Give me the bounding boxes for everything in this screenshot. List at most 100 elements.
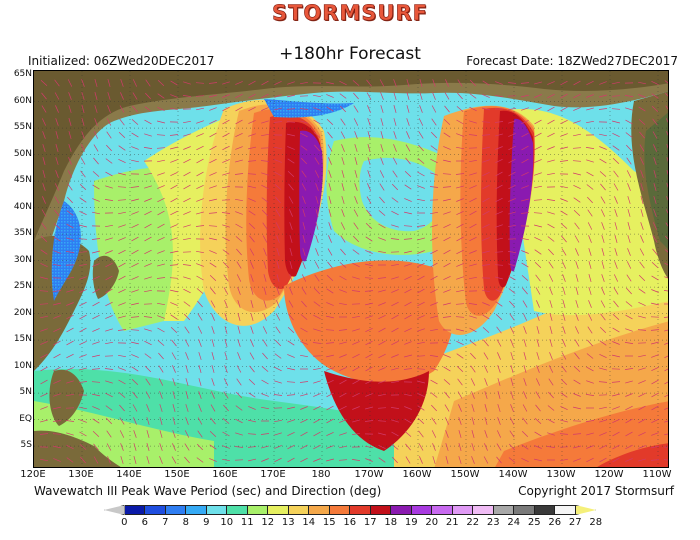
direction-arrow (456, 133, 464, 137)
direction-arrow (456, 106, 464, 112)
direction-arrow (79, 183, 87, 191)
direction-arrow (510, 378, 514, 386)
direction-arrow (352, 406, 360, 410)
direction-arrow (469, 159, 477, 163)
direction-arrow (352, 419, 360, 423)
direction-arrow (39, 433, 49, 435)
direction-arrow (404, 263, 412, 267)
direction-arrow (105, 405, 113, 411)
direction-arrow (612, 431, 620, 437)
direction-arrow (561, 365, 567, 373)
direction-arrow (339, 354, 347, 358)
direction-arrow (79, 444, 87, 450)
direction-arrow (666, 157, 668, 163)
direction-arrow (432, 443, 436, 451)
direction-arrow (211, 365, 215, 373)
direction-arrow (639, 131, 645, 139)
direction-arrow (170, 184, 178, 190)
direction-arrow (430, 367, 438, 371)
direction-arrow (92, 406, 100, 410)
direction-arrow (586, 171, 594, 177)
direction-arrow (404, 211, 412, 215)
direction-arrow (326, 288, 334, 294)
direction-arrow (224, 326, 228, 334)
direction-arrow (430, 288, 438, 294)
direction-arrow (326, 119, 334, 125)
direction-arrow (547, 159, 555, 163)
direction-arrow (182, 264, 192, 266)
direction-arrow (573, 379, 581, 385)
direction-arrow (471, 430, 475, 438)
direction-arrow (224, 352, 228, 360)
direction-arrow (172, 391, 176, 399)
direction-arrow (391, 197, 399, 203)
direction-arrow (222, 159, 230, 163)
direction-arrow (131, 249, 139, 255)
direction-arrow (237, 352, 241, 360)
direction-arrow (469, 250, 477, 254)
direction-arrow (288, 300, 294, 308)
direction-arrow (66, 457, 74, 463)
direction-arrow (235, 106, 243, 112)
direction-arrow (52, 420, 62, 422)
direction-arrow (482, 302, 490, 306)
direction-arrow (663, 290, 668, 292)
direction-arrow (572, 147, 582, 149)
direction-arrow (209, 172, 217, 176)
direction-arrow (93, 131, 99, 139)
direction-arrow (548, 378, 554, 386)
coastal-short-period (51, 201, 81, 301)
direction-arrow (132, 404, 138, 412)
direction-arrow (105, 158, 113, 164)
direction-arrow (665, 118, 668, 123)
scale-label: 10 (220, 517, 234, 528)
direction-arrow (495, 313, 503, 321)
direction-arrow (66, 444, 74, 450)
scale-swatch (391, 505, 412, 515)
direction-arrow (249, 352, 255, 360)
direction-arrow (613, 274, 619, 282)
direction-arrow (508, 198, 516, 202)
direction-arrow (600, 300, 606, 308)
direction-arrow (586, 445, 594, 449)
direction-arrow (535, 274, 541, 282)
direction-arrow (534, 159, 542, 163)
direction-arrow (105, 328, 113, 332)
direction-arrow (509, 326, 515, 334)
scale-label: 28 (589, 517, 603, 528)
direction-arrow (158, 378, 164, 386)
direction-arrow (185, 404, 189, 412)
direction-arrow (260, 433, 270, 435)
direction-arrow (484, 417, 488, 425)
direction-arrow (156, 134, 166, 136)
direction-arrow (586, 94, 594, 98)
direction-arrow (91, 381, 101, 383)
direction-arrow (209, 158, 217, 164)
direction-arrow (587, 222, 593, 230)
direction-arrow (430, 379, 438, 385)
direction-arrow (325, 329, 335, 331)
direction-arrow (365, 302, 373, 306)
direction-arrow (326, 302, 334, 306)
direction-arrow (183, 301, 191, 307)
direction-arrow (92, 263, 100, 267)
direction-arrow (456, 263, 464, 267)
direction-arrow (588, 248, 592, 256)
direction-arrow (417, 301, 425, 307)
direction-arrow (494, 251, 504, 253)
direction-arrow (547, 236, 555, 242)
direction-arrow (404, 171, 412, 177)
direction-arrow (326, 367, 334, 371)
direction-arrow (81, 131, 85, 139)
direction-arrow (497, 365, 501, 373)
direction-arrow (224, 300, 228, 308)
direction-arrow (612, 341, 620, 345)
direction-arrow (353, 118, 359, 126)
direction-arrow (495, 171, 503, 177)
direction-arrow (457, 79, 463, 87)
direction-arrow (521, 185, 529, 189)
direction-arrow (562, 339, 566, 347)
direction-arrow (469, 276, 477, 280)
direction-arrow (651, 302, 659, 306)
direction-arrow (625, 107, 633, 111)
